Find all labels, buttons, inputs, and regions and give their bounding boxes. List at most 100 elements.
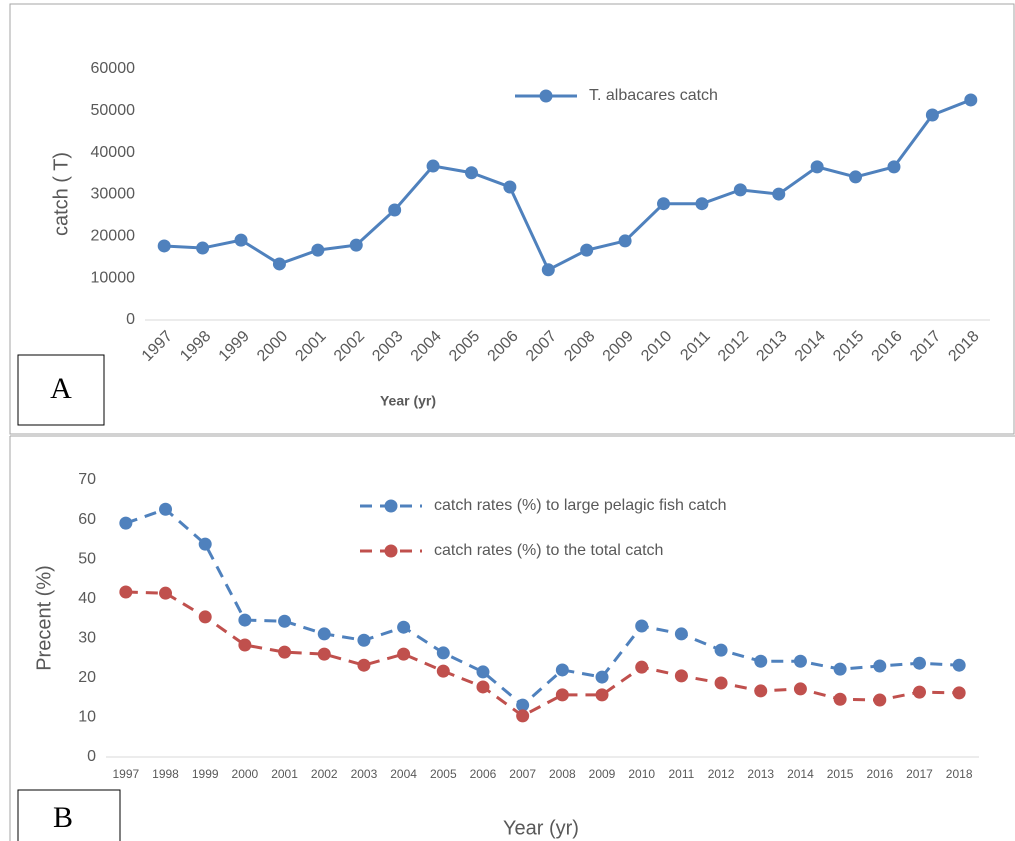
x-tick-label: 2018 — [946, 767, 973, 781]
x-tick-label: 2003 — [351, 767, 378, 781]
x-tick-label: 2001 — [292, 328, 329, 365]
legend-label: catch rates (%) to large pelagic fish ca… — [434, 497, 727, 514]
data-point — [887, 160, 901, 174]
data-point — [196, 241, 210, 255]
x-tick-label: 2017 — [907, 328, 944, 365]
data-point — [159, 586, 173, 600]
x-tick-label: 2010 — [628, 767, 655, 781]
x-tick-label: 2014 — [792, 328, 829, 365]
data-point — [198, 537, 212, 551]
data-point — [476, 665, 490, 679]
data-point — [849, 170, 863, 184]
legend-label: T. albacares catch — [589, 87, 718, 104]
x-tick-label: 2003 — [369, 328, 406, 365]
y-axis-label: catch ( T) — [50, 152, 72, 236]
data-point — [635, 619, 649, 633]
x-tick-label: 1998 — [177, 328, 214, 365]
y-tick-label: 0 — [87, 748, 96, 765]
x-tick-label: 1997 — [112, 767, 139, 781]
data-point — [952, 658, 966, 672]
data-point — [833, 692, 847, 706]
x-axis-label: Year (yr) — [503, 817, 579, 839]
y-axis-label: Precent (%) — [33, 565, 55, 671]
panel-label: B — [53, 801, 73, 834]
y-tick-label: 30 — [78, 630, 96, 647]
x-tick-label: 2013 — [747, 767, 774, 781]
y-tick-label: 20 — [78, 669, 96, 686]
x-tick-label: 2008 — [561, 328, 598, 365]
data-point — [714, 643, 728, 657]
x-tick-label: 2009 — [600, 328, 637, 365]
x-tick-label: 2001 — [271, 767, 298, 781]
data-point — [793, 682, 807, 696]
x-tick-label: 2010 — [638, 328, 675, 365]
data-point — [388, 203, 402, 217]
y-tick-label: 10000 — [91, 269, 136, 286]
data-point — [810, 160, 824, 174]
data-point — [278, 614, 292, 628]
legend-marker — [539, 89, 553, 103]
x-tick-label: 2016 — [866, 767, 893, 781]
data-point — [317, 647, 331, 661]
data-point — [595, 688, 609, 702]
data-point — [925, 108, 939, 122]
x-tick-label: 2004 — [390, 767, 417, 781]
legend-label: catch rates (%) to the total catch — [434, 542, 663, 559]
y-tick-label: 0 — [126, 311, 135, 328]
data-point — [754, 654, 768, 668]
y-tick-label: 50 — [78, 550, 96, 567]
data-point — [695, 197, 709, 211]
series-line — [164, 98, 972, 272]
x-tick-label: 2002 — [331, 328, 368, 365]
legend-marker — [384, 544, 398, 558]
x-tick-label: 2005 — [446, 328, 483, 365]
data-point — [833, 662, 847, 676]
y-tick-label: 10 — [78, 709, 96, 726]
x-tick-label: 1999 — [216, 328, 253, 365]
data-point — [873, 693, 887, 707]
y-tick-label: 30000 — [91, 186, 136, 203]
data-point — [595, 670, 609, 684]
x-tick-label: 2015 — [830, 328, 867, 365]
data-point — [317, 627, 331, 641]
data-point — [159, 502, 173, 516]
data-point — [157, 239, 171, 253]
data-point — [516, 698, 530, 712]
y-tick-label: 60000 — [91, 60, 136, 77]
panel-label-box — [17, 354, 105, 426]
x-tick-label: 1999 — [192, 767, 219, 781]
data-point — [772, 187, 786, 201]
data-point — [476, 680, 490, 694]
data-point — [657, 197, 671, 211]
x-tick-label: 2017 — [906, 767, 933, 781]
data-point — [555, 688, 569, 702]
x-tick-label: 2012 — [708, 767, 735, 781]
data-point — [555, 663, 569, 677]
x-tick-label: 2000 — [254, 328, 291, 365]
x-tick-label: 2011 — [668, 767, 694, 781]
data-point — [964, 93, 978, 107]
data-point — [357, 658, 371, 672]
x-tick-label: 2005 — [430, 767, 457, 781]
data-point — [714, 676, 728, 690]
data-point — [119, 585, 133, 599]
x-tick-label: 2002 — [311, 767, 338, 781]
data-point — [119, 516, 133, 530]
x-tick-label: 2006 — [470, 767, 497, 781]
data-point — [357, 633, 371, 647]
x-tick-label: 2018 — [945, 328, 982, 365]
x-tick-label: 2007 — [509, 767, 536, 781]
legend-marker — [384, 499, 398, 513]
x-tick-label: 2014 — [787, 767, 814, 781]
x-tick-label: 2006 — [485, 328, 522, 365]
data-point — [912, 656, 926, 670]
data-point — [238, 613, 252, 627]
data-point — [580, 243, 594, 257]
data-point — [952, 686, 966, 700]
x-axis-label: Year (yr) — [380, 393, 436, 409]
data-point — [436, 664, 450, 678]
data-point — [873, 659, 887, 673]
series-line — [125, 590, 960, 718]
data-point — [349, 238, 363, 252]
